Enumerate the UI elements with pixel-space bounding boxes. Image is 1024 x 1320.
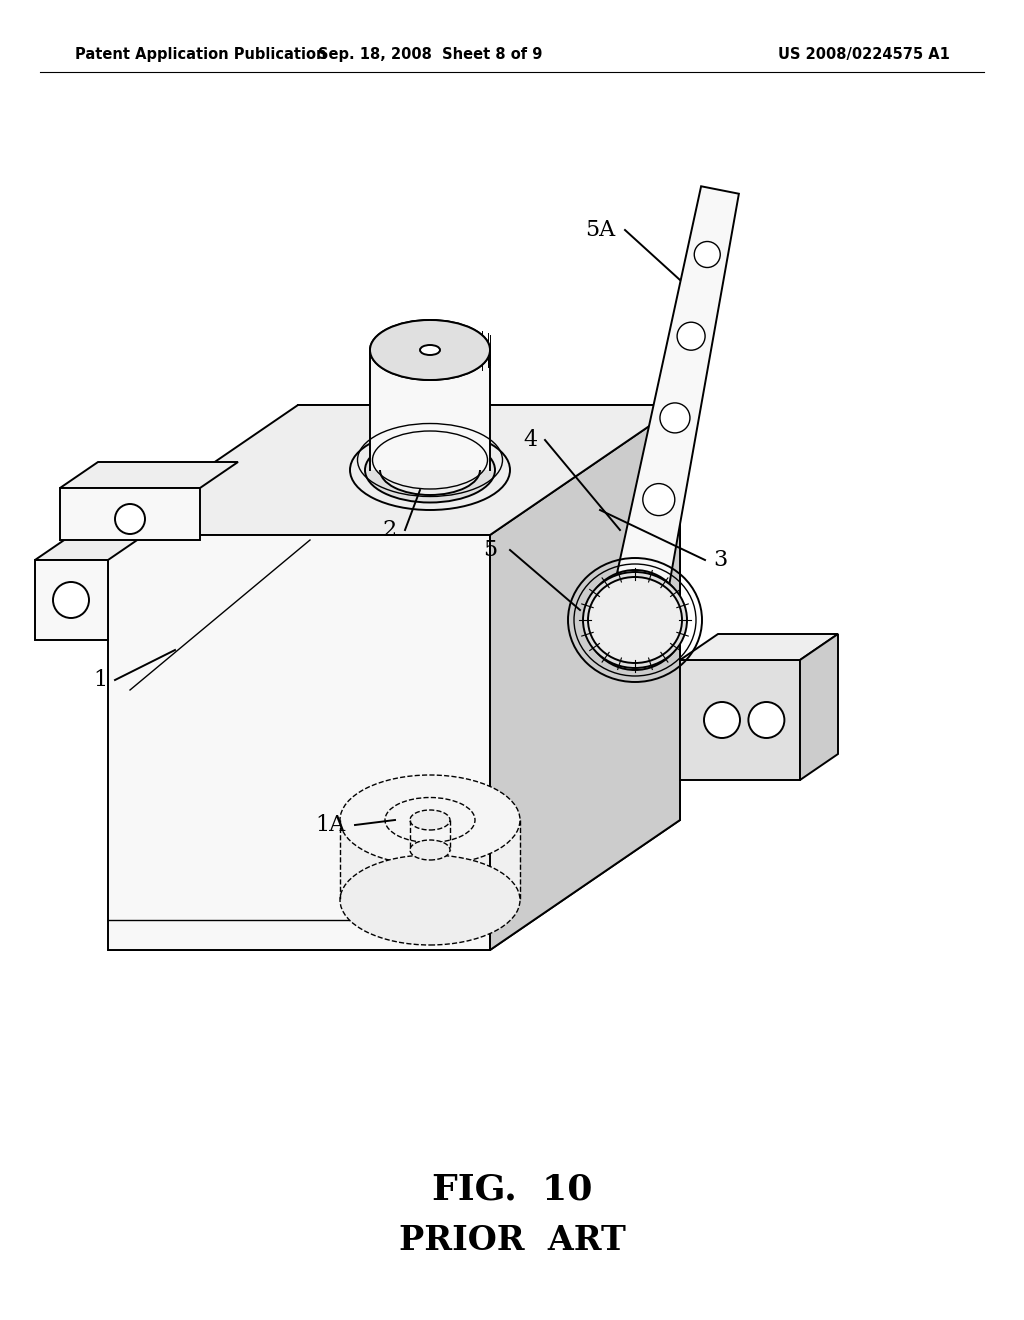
Ellipse shape — [410, 840, 450, 861]
Text: Patent Application Publication: Patent Application Publication — [75, 48, 327, 62]
Text: 5: 5 — [483, 539, 497, 561]
Ellipse shape — [370, 319, 490, 380]
Circle shape — [694, 242, 720, 268]
Text: Sep. 18, 2008  Sheet 8 of 9: Sep. 18, 2008 Sheet 8 of 9 — [317, 48, 542, 62]
Ellipse shape — [365, 437, 495, 503]
Polygon shape — [800, 634, 838, 780]
Circle shape — [659, 403, 690, 433]
Polygon shape — [35, 560, 108, 640]
Ellipse shape — [588, 577, 682, 663]
Polygon shape — [370, 350, 490, 470]
Circle shape — [677, 322, 706, 350]
Polygon shape — [680, 634, 838, 660]
Text: 1A: 1A — [315, 814, 345, 836]
Text: PRIOR  ART: PRIOR ART — [398, 1224, 626, 1257]
Text: 3: 3 — [713, 549, 727, 572]
Polygon shape — [108, 535, 490, 950]
Ellipse shape — [350, 430, 510, 510]
Polygon shape — [490, 405, 680, 950]
Text: 5A: 5A — [585, 219, 615, 242]
Polygon shape — [60, 488, 200, 540]
Circle shape — [600, 585, 670, 655]
Circle shape — [585, 570, 685, 671]
Ellipse shape — [583, 572, 687, 668]
Polygon shape — [340, 820, 520, 900]
Ellipse shape — [340, 775, 520, 865]
Text: 2: 2 — [383, 519, 397, 541]
Ellipse shape — [380, 445, 480, 495]
Polygon shape — [680, 660, 800, 780]
Polygon shape — [108, 820, 680, 950]
Circle shape — [705, 702, 740, 738]
Circle shape — [115, 504, 145, 535]
Polygon shape — [298, 405, 680, 820]
Ellipse shape — [370, 319, 490, 380]
Ellipse shape — [410, 810, 450, 830]
Text: 1: 1 — [93, 669, 108, 690]
Text: US 2008/0224575 A1: US 2008/0224575 A1 — [778, 48, 950, 62]
Polygon shape — [108, 405, 680, 535]
Ellipse shape — [420, 345, 440, 355]
Circle shape — [643, 483, 675, 516]
Polygon shape — [60, 462, 238, 488]
Circle shape — [53, 582, 89, 618]
Polygon shape — [35, 535, 146, 560]
Circle shape — [749, 702, 784, 738]
Text: FIG.  10: FIG. 10 — [432, 1173, 592, 1206]
Ellipse shape — [340, 855, 520, 945]
Text: 4: 4 — [523, 429, 537, 451]
Polygon shape — [608, 186, 739, 626]
